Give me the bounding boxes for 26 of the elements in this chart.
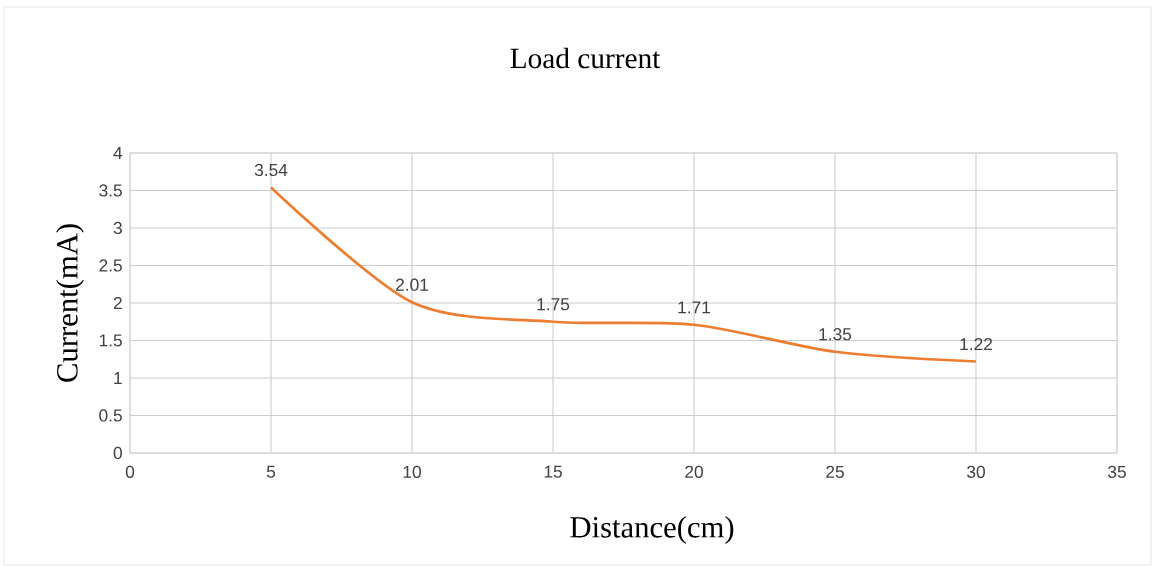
x-tick-label: 5 [266,465,276,478]
x-tick-label: 15 [544,465,562,478]
x-tick-label: 25 [826,465,844,478]
y-tick-label: 0.5 [99,409,122,422]
x-tick-label: 0 [125,465,135,478]
x-tick-label: 35 [1108,465,1126,478]
y-tick-label: 0 [113,446,122,460]
x-axis-title: Distance(cm) [570,516,734,544]
chart-title: Load current [510,47,661,69]
data-label: 1.22 [960,338,992,351]
y-axis-title: Current(mA) [56,224,84,382]
y-tick-label: 2 [113,296,122,310]
x-tick-label: 30 [967,465,985,478]
x-tick-label: 10 [403,465,421,478]
data-label: 2.01 [396,278,429,291]
data-label: 3.54 [254,163,288,177]
y-tick-label: 3 [113,221,122,235]
y-tick-label: 1 [114,372,122,384]
data-label: 1.75 [537,298,570,311]
y-tick-label: 4 [113,147,123,159]
y-tick-label: 3.5 [99,184,122,197]
data-label: 1.35 [819,328,852,341]
y-tick-label: 2.5 [99,259,122,272]
y-tick-label: 1.5 [99,334,122,347]
x-tick-label: 20 [685,465,703,478]
data-label: 1.71 [678,301,711,314]
